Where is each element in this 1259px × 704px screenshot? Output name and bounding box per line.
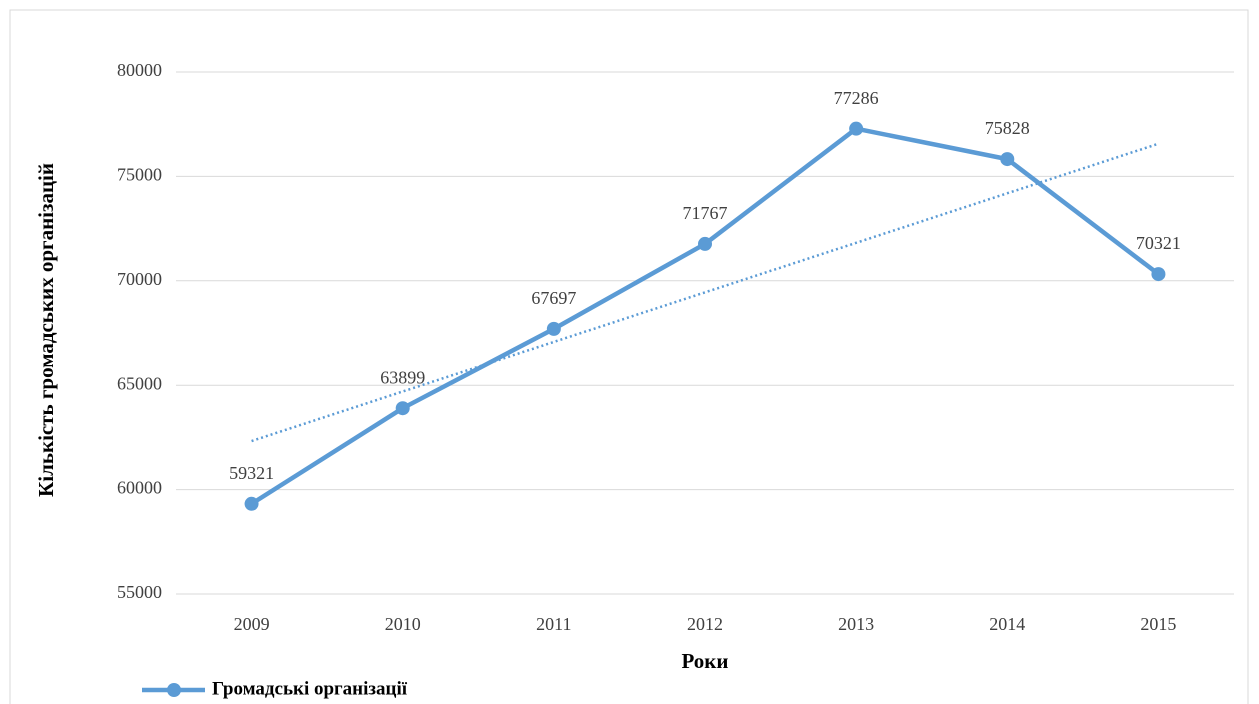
chart-frame [9,9,1249,704]
data-point [546,321,561,336]
y-tick-label: 70000 [117,269,162,289]
data-point [244,496,259,511]
data-label: 71767 [683,203,728,223]
legend-marker [167,683,181,697]
trendline [251,142,1159,443]
y-tick-label: 65000 [117,373,162,393]
legend-label: Громадські організації [212,678,408,699]
x-tick-label: 2012 [687,614,723,634]
data-label: 59321 [229,463,274,483]
y-tick-label: 80000 [117,60,162,80]
data-point [698,236,712,251]
x-tick-label: 2015 [1140,614,1176,634]
x-tick-label: 2014 [989,614,1025,634]
x-tick-label: 2011 [536,614,571,634]
y-tick-label: 55000 [117,582,162,602]
x-axis-title: Роки [681,649,728,673]
data-label: 63899 [380,367,425,387]
data-label: 77286 [834,88,879,108]
data-point [395,401,410,416]
y-axis-title: Кількість громадських організацій [34,163,58,497]
x-tick-label: 2010 [385,614,421,634]
data-point [849,121,864,136]
data-label: 75828 [985,118,1030,138]
data-label: 67697 [531,288,576,308]
x-tick-label: 2013 [838,614,874,634]
data-label: 70321 [1136,233,1181,253]
data-point [1000,152,1015,167]
y-tick-label: 60000 [117,478,162,498]
x-tick-label: 2009 [234,614,270,634]
y-tick-label: 75000 [117,165,162,185]
data-point [1151,267,1166,282]
